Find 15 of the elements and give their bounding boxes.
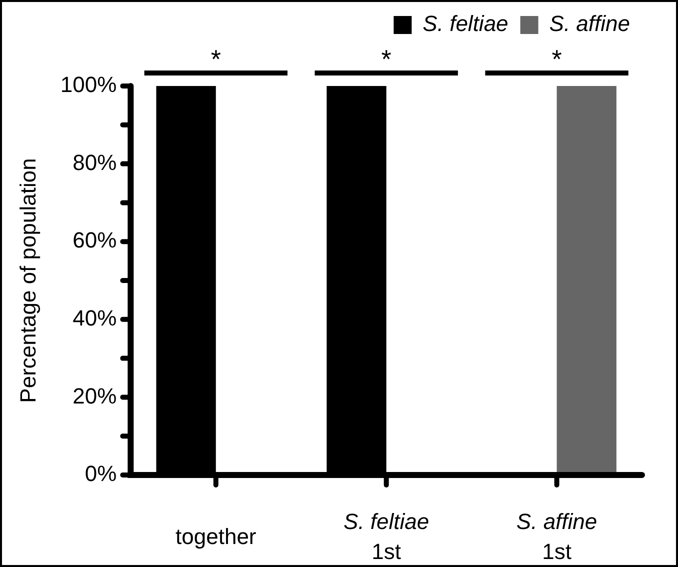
x-tick-label: S. affine 1st [516, 509, 598, 564]
y-tick-label: 40% [72, 305, 117, 330]
y-tick-label: 100% [60, 72, 117, 98]
legend-label: S. feltiae [422, 11, 508, 36]
y-axis-title: Percentage of population [15, 158, 40, 403]
y-tick-label: 60% [72, 228, 117, 253]
x-tick-label: S. feltiae 1st [344, 509, 430, 564]
y-tick-label: 0% [84, 461, 117, 486]
y-tick-label: 20% [72, 383, 117, 408]
text: * [552, 44, 562, 74]
y-tick-label: 80% [72, 150, 117, 175]
text: * [210, 44, 221, 74]
text: * [381, 44, 392, 74]
legend-label: S. affine [549, 11, 630, 36]
x-tick-label: together [176, 524, 256, 550]
